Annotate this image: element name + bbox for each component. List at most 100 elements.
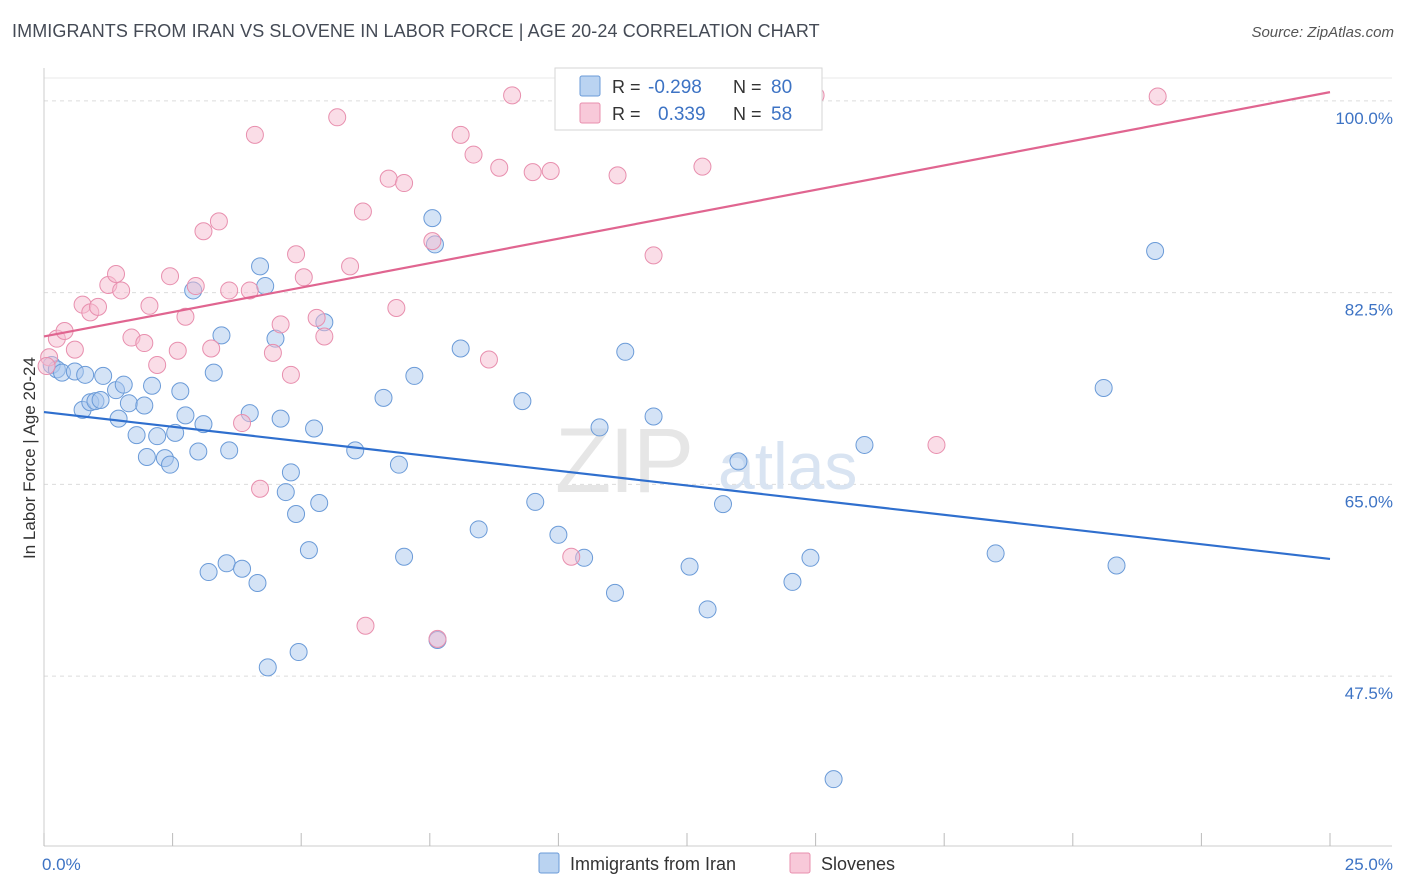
slovene-point xyxy=(423,232,442,251)
iran-point xyxy=(374,388,393,407)
slovene-point xyxy=(341,257,360,276)
slovene-point xyxy=(562,547,581,566)
slovene-point xyxy=(202,339,221,358)
iran-point xyxy=(119,394,138,413)
iran-point xyxy=(94,366,113,385)
iran-point xyxy=(680,557,699,576)
slovene-point xyxy=(107,265,126,284)
slovene-point xyxy=(693,157,712,176)
chart-title: IMMIGRANTS FROM IRAN VS SLOVENE IN LABOR… xyxy=(12,21,820,41)
iran-point xyxy=(176,406,195,425)
iran-point xyxy=(1107,556,1126,575)
series-legend: Immigrants from Iran Slovenes xyxy=(538,852,895,874)
iran-point xyxy=(395,547,414,566)
iran-point xyxy=(469,520,488,539)
slovene-point xyxy=(161,267,180,286)
iran-point xyxy=(714,495,733,514)
iran-point xyxy=(549,525,568,544)
legend-swatch-iran xyxy=(579,75,601,97)
y-tick-label: 100.0% xyxy=(1335,109,1393,128)
iran-point xyxy=(855,435,874,454)
iran-point xyxy=(189,442,208,461)
slovene-point xyxy=(251,479,270,498)
y-axis-tick-labels: 47.5% 65.0% 82.5% 100.0% xyxy=(1335,109,1393,703)
bottom-legend-label-slovene: Slovenes xyxy=(821,854,895,874)
iran-point xyxy=(729,452,748,471)
slovene-point xyxy=(523,163,542,182)
x-tick-label-min: 0.0% xyxy=(42,855,81,874)
slovene-point xyxy=(209,212,228,231)
iran-point xyxy=(605,583,624,602)
iran-point xyxy=(233,559,252,578)
iran-point xyxy=(199,563,218,582)
slovene-point xyxy=(307,308,326,327)
slovene-point xyxy=(353,202,372,221)
slovene-point xyxy=(395,174,414,193)
slovene-point xyxy=(194,222,213,241)
slovene-point xyxy=(271,315,290,334)
slovene-point xyxy=(148,355,167,374)
slovene-point xyxy=(89,297,108,316)
legend-r-label-slovene: R = xyxy=(612,104,641,124)
gridlines xyxy=(44,77,1392,677)
slovene-point xyxy=(263,343,282,362)
iran-point xyxy=(783,572,802,591)
slovene-point xyxy=(65,340,84,359)
slovene-point xyxy=(927,435,946,454)
legend-r-value-iran: -0.298 xyxy=(648,77,702,98)
slovene-point xyxy=(245,125,264,144)
watermark-zip: ZIP xyxy=(555,410,692,512)
x-axis-ticks xyxy=(43,833,1331,846)
iran-point xyxy=(220,441,239,460)
slovene-point xyxy=(135,334,154,353)
slovene-point xyxy=(387,298,406,317)
iran-point xyxy=(1094,378,1113,397)
iran-point xyxy=(346,441,365,460)
iran-point xyxy=(166,423,185,442)
slovene-point xyxy=(608,166,627,185)
iran-point xyxy=(148,427,167,446)
iran-point xyxy=(526,492,545,511)
slovene-point xyxy=(294,268,313,287)
iran-point xyxy=(76,365,95,384)
iran-point xyxy=(423,209,442,228)
y-tick-label: 82.5% xyxy=(1345,301,1393,320)
correlation-legend: R = -0.298 N = 80 R = 0.339 N = 58 xyxy=(554,67,823,131)
y-tick-label: 47.5% xyxy=(1345,684,1393,703)
iran-points xyxy=(42,209,1165,789)
slovene-point xyxy=(356,616,375,635)
iran-point xyxy=(513,392,532,411)
iran-point xyxy=(986,544,1005,563)
slovene-point xyxy=(140,296,159,315)
slovene-point xyxy=(186,277,205,296)
iran-point xyxy=(161,455,180,474)
iran-point xyxy=(289,643,308,662)
iran-point xyxy=(137,448,156,466)
iran-point xyxy=(590,418,609,437)
iran-point xyxy=(310,494,329,513)
bottom-legend-swatch-slovene xyxy=(789,852,811,874)
slovene-point xyxy=(240,281,259,300)
iran-trend-line xyxy=(43,410,1331,560)
slovene-point xyxy=(490,158,509,177)
slovene-point xyxy=(233,414,252,433)
iran-point xyxy=(281,463,300,482)
iran-point xyxy=(194,415,213,434)
iran-point xyxy=(248,574,267,593)
bottom-legend-label-iran: Immigrants from Iran xyxy=(570,854,736,874)
y-tick-label: 65.0% xyxy=(1345,492,1393,511)
slovene-point xyxy=(428,629,447,648)
x-tick-label-max: 25.0% xyxy=(1345,855,1393,874)
iran-point xyxy=(801,548,820,567)
slovene-point xyxy=(503,86,522,105)
slovene-point xyxy=(37,357,56,376)
legend-n-label-slovene: N = xyxy=(733,104,762,124)
iran-point xyxy=(135,396,154,415)
bottom-legend-swatch-iran xyxy=(538,852,560,874)
slovene-point xyxy=(220,281,239,300)
slovene-point xyxy=(112,281,131,300)
iran-point xyxy=(644,407,663,426)
iran-point xyxy=(114,375,133,394)
iran-point xyxy=(91,391,110,410)
